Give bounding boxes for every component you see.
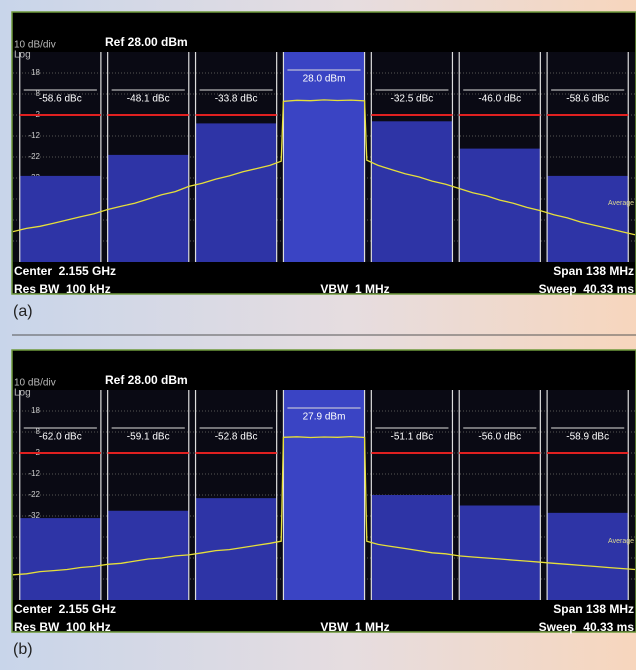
y-tick-label: -12 — [28, 131, 40, 140]
scale-label: 10 dB/div — [14, 378, 56, 389]
channel-bar — [459, 505, 541, 600]
footer-span: Span 138 MHz — [553, 264, 634, 278]
channel-label: -58.9 dBc — [566, 432, 609, 443]
y-tick-label: 8 — [36, 427, 41, 436]
y-tick-label: 18 — [31, 68, 40, 77]
footer-sweep: Sweep 40.33 ms — [539, 282, 635, 296]
footer-res-bw: Res BW 100 kHz — [14, 620, 111, 634]
y-tick-label: 18 — [31, 406, 40, 415]
channel-bar — [19, 518, 101, 600]
channel-bar — [283, 52, 365, 262]
y-tick-label: -22 — [28, 152, 40, 161]
channel-bar — [283, 390, 365, 600]
channel-label: -33.8 dBc — [215, 94, 258, 105]
footer-res-bw: Res BW 100 kHz — [14, 282, 111, 296]
trace — [12, 99, 636, 236]
y-tick-label: 8 — [36, 89, 41, 98]
footer-vbw: VBW 1 MHz — [320, 620, 389, 634]
channel-label: -32.5 dBc — [390, 94, 433, 105]
channel-bar — [547, 175, 629, 262]
channel-bar — [547, 512, 629, 600]
footer-center: Center 2.155 GHz — [14, 264, 116, 278]
channel-bar — [195, 123, 277, 263]
y-tick-label: -22 — [28, 490, 40, 499]
channel-label: -58.6 dBc — [39, 94, 82, 105]
trace-label: Average — [608, 200, 634, 207]
trace — [12, 435, 636, 576]
log-label: Log — [14, 50, 31, 61]
channel-label: -48.1 dBc — [127, 94, 170, 105]
panel-label: (b) — [13, 641, 33, 658]
channel-bar — [107, 154, 189, 262]
channel-label: -52.8 dBc — [215, 432, 258, 443]
footer-center: Center 2.155 GHz — [14, 602, 116, 616]
channel-label: 27.9 dBm — [303, 412, 346, 423]
channel-bar — [371, 495, 453, 600]
channel-bar — [459, 148, 541, 262]
channel-label: -58.6 dBc — [566, 94, 609, 105]
footer-sweep: Sweep 40.33 ms — [539, 620, 635, 634]
channel-bar — [19, 175, 101, 262]
channel-bar — [371, 121, 453, 262]
footer-span: Span 138 MHz — [553, 602, 634, 616]
ref-label: Ref 28.00 dBm — [105, 373, 188, 387]
y-tick-label: -32 — [28, 511, 40, 520]
channel-label: -46.0 dBc — [478, 94, 521, 105]
channel-label: -62.0 dBc — [39, 432, 82, 443]
channel-label: -56.0 dBc — [478, 432, 521, 443]
channel-label: -59.1 dBc — [127, 432, 170, 443]
channel-label: 28.0 dBm — [303, 74, 346, 85]
ref-label: Ref 28.00 dBm — [105, 35, 188, 49]
panel-label: (a) — [13, 303, 33, 320]
scale-label: 10 dB/div — [14, 40, 56, 51]
footer-vbw: VBW 1 MHz — [320, 282, 389, 296]
y-tick-label: -12 — [28, 469, 40, 478]
log-label: Log — [14, 388, 31, 399]
channel-label: -51.1 dBc — [390, 432, 433, 443]
trace-label: Average — [608, 538, 634, 545]
